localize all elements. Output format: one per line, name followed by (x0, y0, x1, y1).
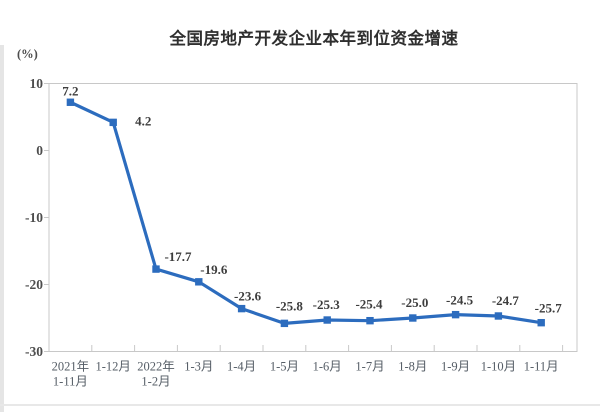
data-point-marker (451, 310, 460, 319)
x-category-label: 1-9月 (441, 360, 470, 374)
data-label: -25.4 (355, 297, 383, 312)
data-label: -25.3 (313, 297, 341, 312)
data-label: -24.7 (492, 293, 520, 308)
x-category-label: 1-3月 (184, 360, 213, 374)
x-category-label: 1-7月 (355, 360, 384, 374)
data-point-marker (237, 304, 246, 313)
data-point-marker (409, 314, 417, 322)
y-axis-tick-label: 10 (30, 76, 44, 91)
data-label: -23.6 (234, 289, 262, 304)
x-category-label: 1-12月 (95, 360, 130, 374)
x-category-label: 1-5月 (270, 360, 299, 374)
data-label: 4.2 (135, 113, 151, 128)
x-category-label: 1-10月 (481, 360, 516, 374)
x-category-label: 2022年 (137, 360, 175, 374)
data-label: -19.6 (200, 262, 228, 277)
left-edge-strip (0, 45, 4, 412)
bottom-divider (0, 404, 600, 406)
data-point-marker (152, 265, 160, 273)
data-point-marker (195, 278, 203, 286)
data-label: 7.2 (62, 83, 78, 98)
data-point-marker (323, 316, 331, 324)
data-label: -25.7 (535, 301, 563, 316)
series-line (68, 100, 543, 325)
data-point-marker (66, 98, 75, 106)
data-point-marker (366, 316, 374, 325)
x-category-label: 2021年 (52, 360, 90, 374)
data-point-marker (494, 312, 503, 320)
x-category-label: 1-2月 (141, 375, 170, 389)
data-label: -24.5 (446, 293, 474, 308)
x-category-label: 1-4月 (227, 360, 256, 374)
data-point-marker (537, 318, 545, 327)
y-axis-tick-label: -30 (25, 344, 43, 359)
y-axis-unit-label: (%) (17, 47, 38, 61)
data-point-marker (280, 319, 289, 328)
x-category-label: 1-8月 (398, 360, 427, 374)
x-category-label: 1-11月 (524, 360, 559, 374)
data-label: -17.7 (164, 249, 192, 264)
y-axis-tick-label: -20 (25, 277, 43, 292)
x-category-label: 1-11月 (53, 375, 88, 389)
y-axis-tick-label: -10 (25, 210, 43, 225)
data-label: -25.8 (276, 298, 304, 313)
data-point-marker (109, 118, 117, 127)
data-label: -25.0 (401, 295, 428, 310)
x-category-label: 1-6月 (313, 360, 342, 374)
chart-title: 全国房地产开发企业本年到位资金增速 (169, 30, 459, 48)
y-axis-tick-label: 0 (36, 143, 43, 158)
